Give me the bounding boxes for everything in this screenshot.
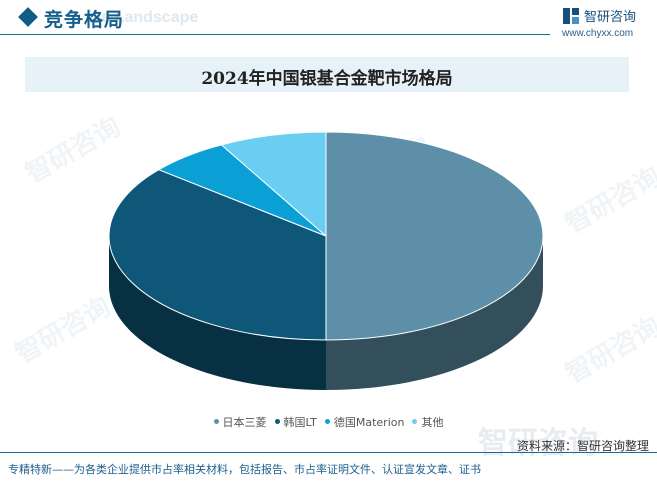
watermark-logo-text: 智研咨询 [478, 426, 598, 461]
legend-label: 日本三菱 [222, 416, 267, 429]
legend-swatch [412, 419, 418, 424]
chart-title-bar: 2024年中国银基合金靶市场格局 [25, 57, 629, 92]
legend-swatch [324, 419, 330, 424]
source-note: 资料来源：智研咨询整理 [516, 439, 649, 453]
legend-item: 日本三菱 [213, 414, 267, 430]
pie-slice-1 [108, 169, 327, 341]
footer-tagline: 专精特新——为各类企业提供市占率相关材料，包括报告、市占率证明文件、认证宣发文章… [8, 463, 481, 476]
section-title: 竞争格局 [44, 9, 125, 31]
section-header: ive Landscape 竞争格局 智研咨询 www.chyxx.com [0, 0, 657, 40]
pie-side-1 [109, 236, 326, 390]
legend-item: 德国Materion [324, 414, 405, 430]
legend-swatch [274, 419, 280, 424]
brand-url: www.chyxx.com [562, 28, 634, 39]
legend-item: 韩国LT [274, 414, 317, 430]
legend-label: 德国Materion [333, 416, 405, 429]
brand-name: 智研咨询 [584, 10, 637, 25]
legend-label: 其他 [421, 416, 444, 429]
legend-swatch [213, 419, 219, 424]
header-divider [0, 34, 550, 35]
legend-item: 其他 [412, 414, 443, 430]
brand-logo-icon [563, 8, 579, 24]
chart-legend: 日本三菱 韩国LT 德国Materion 其他 [0, 414, 657, 430]
footer-divider [0, 452, 657, 453]
chart-title: 2024年中国银基合金靶市场格局 [201, 69, 453, 89]
pie-slice-3 [220, 131, 327, 238]
section-title-english: ive Landscape [88, 9, 199, 26]
pie-side-0 [326, 236, 543, 390]
pie-slice-0 [325, 131, 544, 341]
legend-label: 韩国LT [283, 416, 317, 429]
